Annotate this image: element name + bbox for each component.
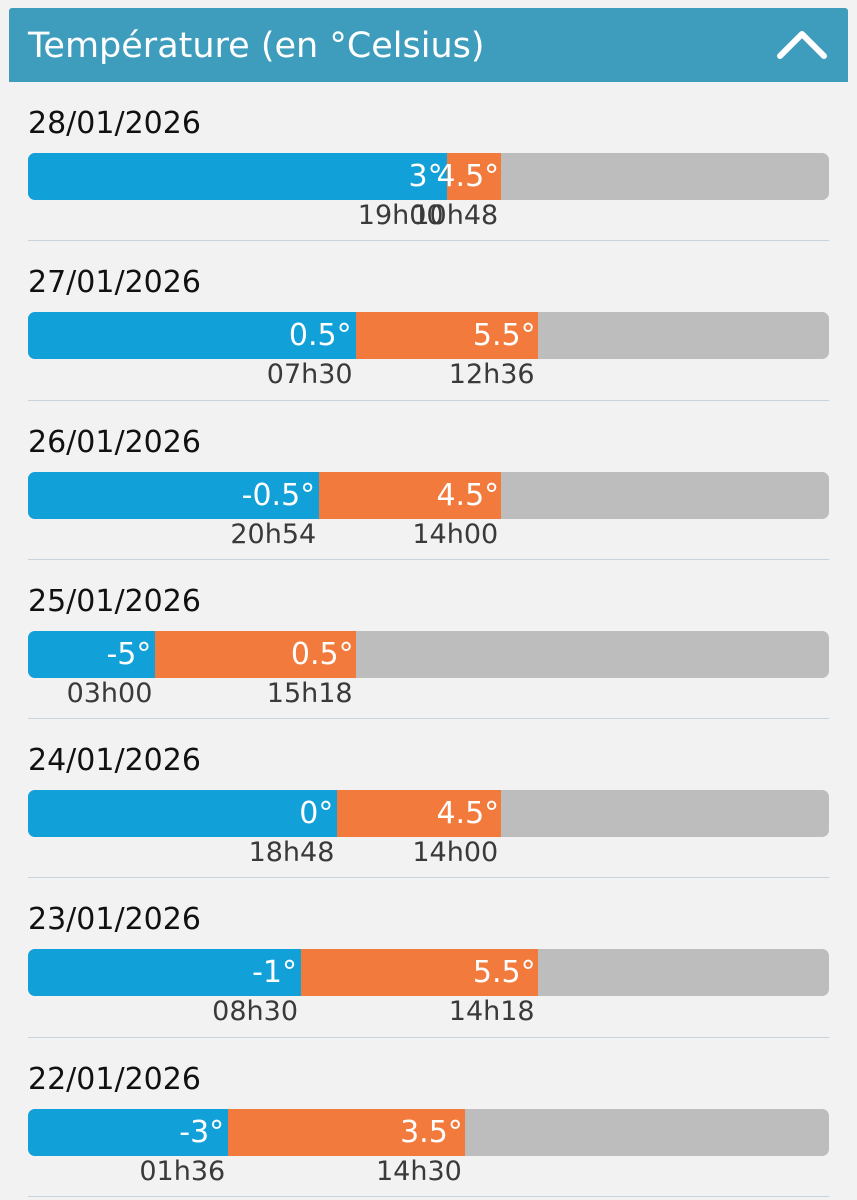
max-temperature-time: 10h48 — [412, 200, 499, 231]
max-temperature-value: 0.5° — [290, 636, 354, 672]
min-temperature-bar — [28, 471, 320, 519]
day-date: 27/01/2026 — [28, 265, 201, 301]
max-temperature-time: 14h18 — [448, 996, 535, 1028]
max-temperature-bar — [155, 630, 356, 678]
max-temperature-value: 4.5° — [436, 796, 500, 832]
max-temperature-value: 3.5° — [400, 1114, 463, 1150]
max-temperature-value: 5.5° — [472, 318, 536, 354]
max-temperature-bar — [301, 949, 538, 997]
panel-title: Température (en °Celsius) — [28, 26, 485, 66]
day-row: 27/01/2026 0.5° 5.5° 07h30 12h36 — [28, 241, 829, 401]
day-row: 25/01/2026 -5° 0.5° 03h00 15h18 — [28, 560, 829, 720]
min-temperature-time: 07h30 — [266, 359, 353, 391]
min-temperature-bar — [28, 153, 447, 200]
temperature-range-bar: -5° 0.5° — [28, 630, 829, 678]
max-temperature-value: 4.5° — [436, 477, 500, 513]
max-temperature-value: 4.5° — [436, 159, 500, 194]
min-temperature-value: 3° — [408, 159, 443, 194]
temperature-range-bar: 0° 4.5° — [28, 790, 829, 838]
max-temperature-value: 5.5° — [472, 955, 536, 991]
day-row: 23/01/2026 -1° 5.5° 08h30 14h18 — [28, 878, 829, 1038]
day-row: 28/01/2026 3° 4.5° 19h00 10h48 — [28, 82, 829, 242]
min-temperature-time: 03h00 — [66, 677, 153, 709]
min-temperature-value: -3° — [179, 1114, 225, 1150]
day-date: 25/01/2026 — [28, 583, 201, 619]
day-date: 26/01/2026 — [28, 424, 201, 460]
day-date: 22/01/2026 — [28, 1061, 201, 1097]
max-temperature-bar — [355, 312, 538, 360]
day-date: 24/01/2026 — [28, 743, 201, 779]
day-row: 26/01/2026 -0.5° 4.5° 20h54 14h00 — [28, 401, 829, 560]
min-temperature-bar — [28, 949, 301, 997]
temperature-range-bar: -1° 5.5° — [28, 949, 829, 997]
max-temperature-time: 12h36 — [448, 359, 535, 391]
max-temperature-time: 14h00 — [412, 837, 499, 869]
min-temperature-time: 08h30 — [212, 996, 298, 1028]
max-temperature-time: 15h18 — [266, 677, 353, 709]
day-row: 22/01/2026 -3° 3.5° 01h36 14h30 — [28, 1038, 829, 1198]
max-temperature-bar — [337, 790, 502, 838]
max-temperature-time: 14h00 — [412, 518, 499, 550]
min-temperature-time: 19h00 — [357, 200, 444, 231]
min-temperature-bar — [28, 312, 356, 360]
max-temperature-bar — [319, 471, 502, 519]
temperature-panel-header[interactable]: Température (en °Celsius) — [9, 8, 848, 82]
max-temperature-bar — [446, 153, 502, 200]
day-date: 28/01/2026 — [28, 106, 201, 141]
min-temperature-time: 01h36 — [139, 1155, 226, 1187]
temperature-range-bar: -0.5° 4.5° — [28, 471, 829, 519]
min-temperature-bar — [28, 790, 338, 838]
temperature-range-bar: 0.5° 5.5° — [28, 312, 829, 360]
min-temperature-value: -5° — [106, 636, 152, 672]
day-row: 24/01/2026 0° 4.5° 18h48 14h00 — [28, 719, 829, 879]
min-temperature-bar — [28, 630, 156, 678]
day-date: 23/01/2026 — [28, 902, 201, 938]
min-temperature-time: 18h48 — [248, 837, 335, 869]
min-temperature-value: 0° — [299, 796, 334, 832]
min-temperature-time: 20h54 — [230, 518, 317, 550]
daily-temperature-list: 28/01/2026 3° 4.5° 19h00 10h48 27/01/2026 0.5°… — [28, 82, 829, 1198]
temperature-range-bar: 3° 4.5° — [28, 153, 829, 200]
collapse-button[interactable] — [774, 20, 830, 70]
min-temperature-value: -1° — [252, 955, 297, 991]
min-temperature-value: 0.5° — [288, 318, 352, 354]
chevron-up-icon — [777, 31, 827, 59]
max-temperature-bar — [228, 1108, 465, 1156]
min-temperature-value: -0.5° — [241, 477, 316, 513]
max-temperature-time: 14h30 — [375, 1155, 462, 1187]
min-temperature-bar — [28, 1108, 229, 1156]
temperature-range-bar: -3° 3.5° — [28, 1108, 829, 1156]
